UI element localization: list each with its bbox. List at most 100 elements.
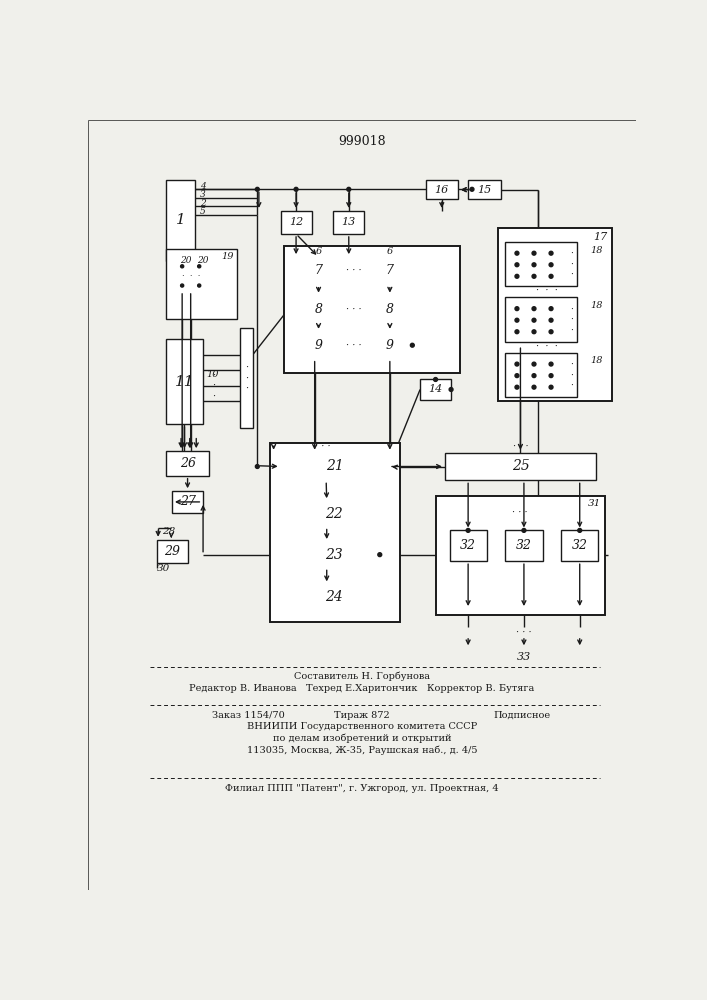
Text: 999018: 999018 <box>338 135 386 148</box>
Text: ·  ·  ·: · · · <box>536 342 558 351</box>
Circle shape <box>549 251 553 255</box>
Text: 17: 17 <box>593 232 607 242</box>
Bar <box>166 180 195 261</box>
Text: 31: 31 <box>588 499 602 508</box>
Circle shape <box>515 263 519 267</box>
Circle shape <box>180 265 184 268</box>
Text: Составитель Н. Горбунова: Составитель Н. Горбунова <box>294 671 430 681</box>
Text: 28: 28 <box>162 527 175 536</box>
Bar <box>506 353 578 397</box>
Text: 113035, Москва, Ж-35, Раушская наб., д. 4/5: 113035, Москва, Ж-35, Раушская наб., д. … <box>247 745 477 755</box>
Text: 33: 33 <box>517 652 531 662</box>
Circle shape <box>198 265 201 268</box>
Text: 32: 32 <box>460 539 476 552</box>
Text: · · ·: · · · <box>513 442 528 451</box>
Circle shape <box>410 343 414 347</box>
Circle shape <box>549 374 553 378</box>
Text: 32: 32 <box>516 539 532 552</box>
Text: 5: 5 <box>200 207 206 216</box>
Circle shape <box>532 362 536 366</box>
Bar <box>436 496 604 615</box>
Text: 32: 32 <box>572 539 588 552</box>
Bar <box>296 257 341 285</box>
Circle shape <box>347 187 351 191</box>
Text: 26: 26 <box>180 457 196 470</box>
Circle shape <box>255 465 259 468</box>
Bar <box>561 530 598 561</box>
Text: 30: 30 <box>156 564 170 573</box>
Circle shape <box>549 385 553 389</box>
Circle shape <box>449 388 453 391</box>
Circle shape <box>532 251 536 255</box>
Bar <box>296 296 341 323</box>
Circle shape <box>532 374 536 378</box>
Circle shape <box>515 318 519 322</box>
Bar <box>368 296 412 323</box>
Text: ·
·
·: · · · <box>570 305 573 334</box>
Bar <box>240 328 252 428</box>
Text: 21: 21 <box>326 460 344 474</box>
Bar <box>172 491 203 513</box>
Bar <box>166 339 203 424</box>
Text: ·  ·  ·: · · · <box>182 272 201 280</box>
Bar <box>506 297 578 342</box>
Text: 20: 20 <box>197 256 209 265</box>
Text: 12: 12 <box>289 217 303 227</box>
Circle shape <box>549 330 553 334</box>
Circle shape <box>515 251 519 255</box>
Text: Редактор В. Иванова   Техред Е.Харитончик   Корректор В. Бутяга: Редактор В. Иванова Техред Е.Харитончик … <box>189 684 534 693</box>
Text: Филиал ППП "Патент", г. Ужгород, ул. Проектная, 4: Филиал ППП "Патент", г. Ужгород, ул. Про… <box>225 784 498 793</box>
Circle shape <box>549 263 553 267</box>
Text: 18: 18 <box>590 356 603 365</box>
Text: по делам изобретений и открытий: по делам изобретений и открытий <box>273 734 451 743</box>
Circle shape <box>470 187 474 191</box>
Bar <box>450 530 486 561</box>
Circle shape <box>578 528 582 532</box>
Bar <box>368 257 412 285</box>
Bar <box>281 453 389 480</box>
Bar <box>468 180 501 199</box>
Bar <box>156 540 187 563</box>
Bar <box>288 501 380 527</box>
Circle shape <box>532 274 536 278</box>
Circle shape <box>198 284 201 287</box>
Circle shape <box>255 187 259 191</box>
Bar <box>166 249 237 319</box>
Text: 19: 19 <box>221 252 234 261</box>
Text: 6: 6 <box>315 247 322 256</box>
Bar <box>445 453 596 480</box>
Text: ·  ·  ·: · · · <box>536 286 558 295</box>
Text: · · ·: · · · <box>513 508 528 517</box>
Text: 3: 3 <box>200 190 206 199</box>
Text: 10: 10 <box>206 370 218 379</box>
Text: 22: 22 <box>325 507 343 521</box>
Text: · · ·: · · · <box>516 628 532 637</box>
Bar <box>333 211 364 234</box>
Text: 2: 2 <box>200 199 206 208</box>
Text: ·
·
·: · · · <box>212 371 216 401</box>
Text: 25: 25 <box>512 460 530 474</box>
Circle shape <box>466 528 470 532</box>
Text: 7: 7 <box>315 264 322 277</box>
Text: 20: 20 <box>180 256 192 265</box>
Text: 16: 16 <box>435 185 449 195</box>
Bar <box>284 246 460 373</box>
Bar <box>420 379 451 400</box>
Bar <box>281 211 312 234</box>
Text: 15: 15 <box>477 185 491 195</box>
Text: 8: 8 <box>315 303 322 316</box>
Circle shape <box>549 274 553 278</box>
Bar <box>368 332 412 359</box>
Text: 9: 9 <box>315 339 322 352</box>
Circle shape <box>378 553 382 557</box>
Circle shape <box>515 307 519 311</box>
Text: · · ·: · · · <box>315 442 331 451</box>
Text: ·
·
·: · · · <box>570 360 573 390</box>
Text: · · ·: · · · <box>346 266 362 275</box>
Circle shape <box>515 385 519 389</box>
Circle shape <box>522 528 526 532</box>
Circle shape <box>294 187 298 191</box>
Circle shape <box>532 263 536 267</box>
Text: 6: 6 <box>387 247 393 256</box>
Circle shape <box>180 284 184 287</box>
